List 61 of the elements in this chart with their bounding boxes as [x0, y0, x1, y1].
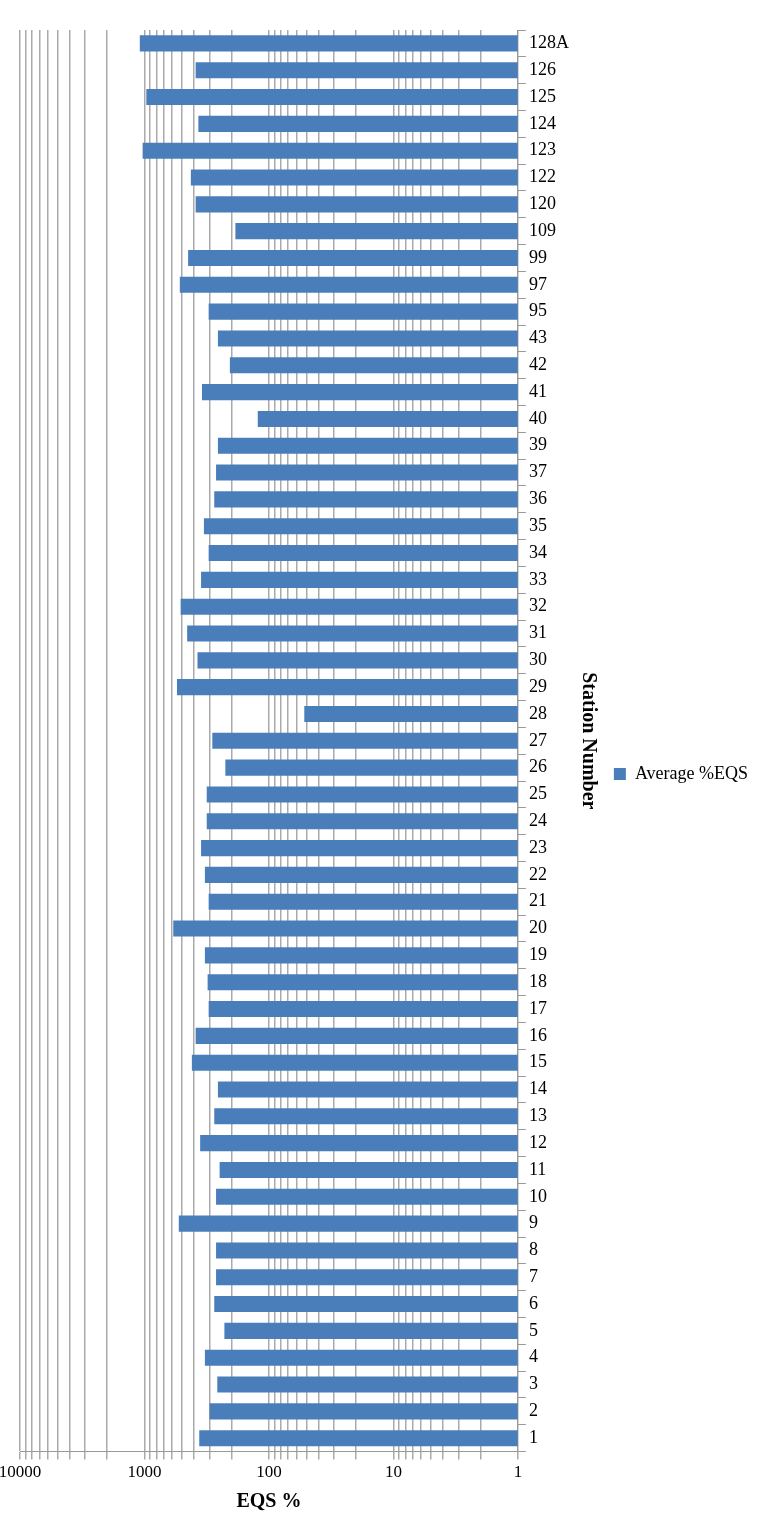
y-tick-label: 24	[528, 810, 547, 830]
y-tick-label: 124	[528, 112, 556, 133]
y-tick-label: 32	[528, 595, 547, 616]
y-tick-label: 14	[528, 1078, 547, 1099]
y-tick-label: 1	[528, 1426, 538, 1447]
y-tick-label: 123	[528, 139, 556, 160]
legend-label: Average %EQS	[634, 762, 748, 783]
y-tick-label: 34	[528, 541, 547, 562]
y-tick-label: 29	[528, 675, 547, 696]
y-tick-label: 95	[528, 300, 547, 321]
y-tick-label: 4	[528, 1346, 538, 1367]
y-tick-label: 3	[528, 1373, 538, 1394]
x-axis-title: EQS %	[236, 1489, 302, 1512]
y-tick-label: 2	[528, 1400, 538, 1421]
y-axis-title: Station Number	[578, 672, 601, 810]
y-tick-label: 125	[528, 85, 556, 106]
x-tick-label: 100	[256, 1462, 282, 1482]
y-tick-label: 17	[528, 997, 547, 1018]
y-tick-label: 5	[528, 1319, 538, 1340]
y-tick-label: 21	[528, 890, 547, 911]
y-tick-label: 31	[528, 622, 547, 643]
x-tick-label: 10	[384, 1462, 402, 1482]
y-tick-label: 20	[528, 917, 547, 938]
y-tick-label: 30	[528, 649, 547, 670]
y-tick-label: 18	[528, 970, 547, 991]
y-tick-label: 13	[528, 1105, 547, 1126]
x-tick-label: 1000	[127, 1462, 162, 1482]
y-tick-label: 40	[528, 407, 547, 428]
y-tick-label: 22	[528, 863, 547, 884]
y-tick-label: 28	[528, 702, 547, 723]
y-tick-label: 23	[528, 836, 547, 857]
y-tick-label: 11	[528, 1158, 547, 1179]
y-tick-label: 109	[528, 219, 556, 240]
y-tick-label: 120	[528, 193, 556, 214]
y-tick-label: 39	[528, 434, 547, 455]
y-tick-label: 97	[528, 273, 547, 294]
y-tick-label: 25	[528, 783, 547, 804]
y-tick-label: 36	[528, 488, 547, 509]
y-tick-label: 99	[528, 246, 547, 267]
y-tick-label: 33	[528, 568, 547, 589]
y-tick-label: 37	[528, 461, 547, 482]
y-tick-label: 35	[528, 514, 547, 535]
x-tick-label: 10000	[0, 1462, 42, 1482]
y-tick-label: 26	[528, 756, 547, 777]
y-tick-label: 42	[528, 354, 547, 375]
y-tick-label: 16	[528, 1024, 547, 1045]
y-tick-label: 19	[528, 944, 547, 965]
y-tick-label: 128A	[528, 32, 569, 53]
x-tick-label: 1	[513, 1462, 523, 1482]
y-tick-label: 122	[528, 166, 556, 187]
y-tick-label: 27	[528, 729, 547, 750]
y-tick-label: 8	[528, 1239, 538, 1260]
y-tick-label: 43	[528, 327, 547, 348]
y-tick-label: 9	[528, 1212, 538, 1233]
y-tick-label: 7	[528, 1265, 538, 1286]
y-tick-label: 10	[528, 1185, 547, 1206]
y-tick-label: 126	[528, 58, 556, 79]
y-tick-label: 41	[528, 380, 547, 401]
y-tick-label: 15	[528, 1051, 547, 1072]
y-tick-label: 12	[528, 1131, 547, 1152]
y-tick-label: 6	[528, 1292, 538, 1313]
